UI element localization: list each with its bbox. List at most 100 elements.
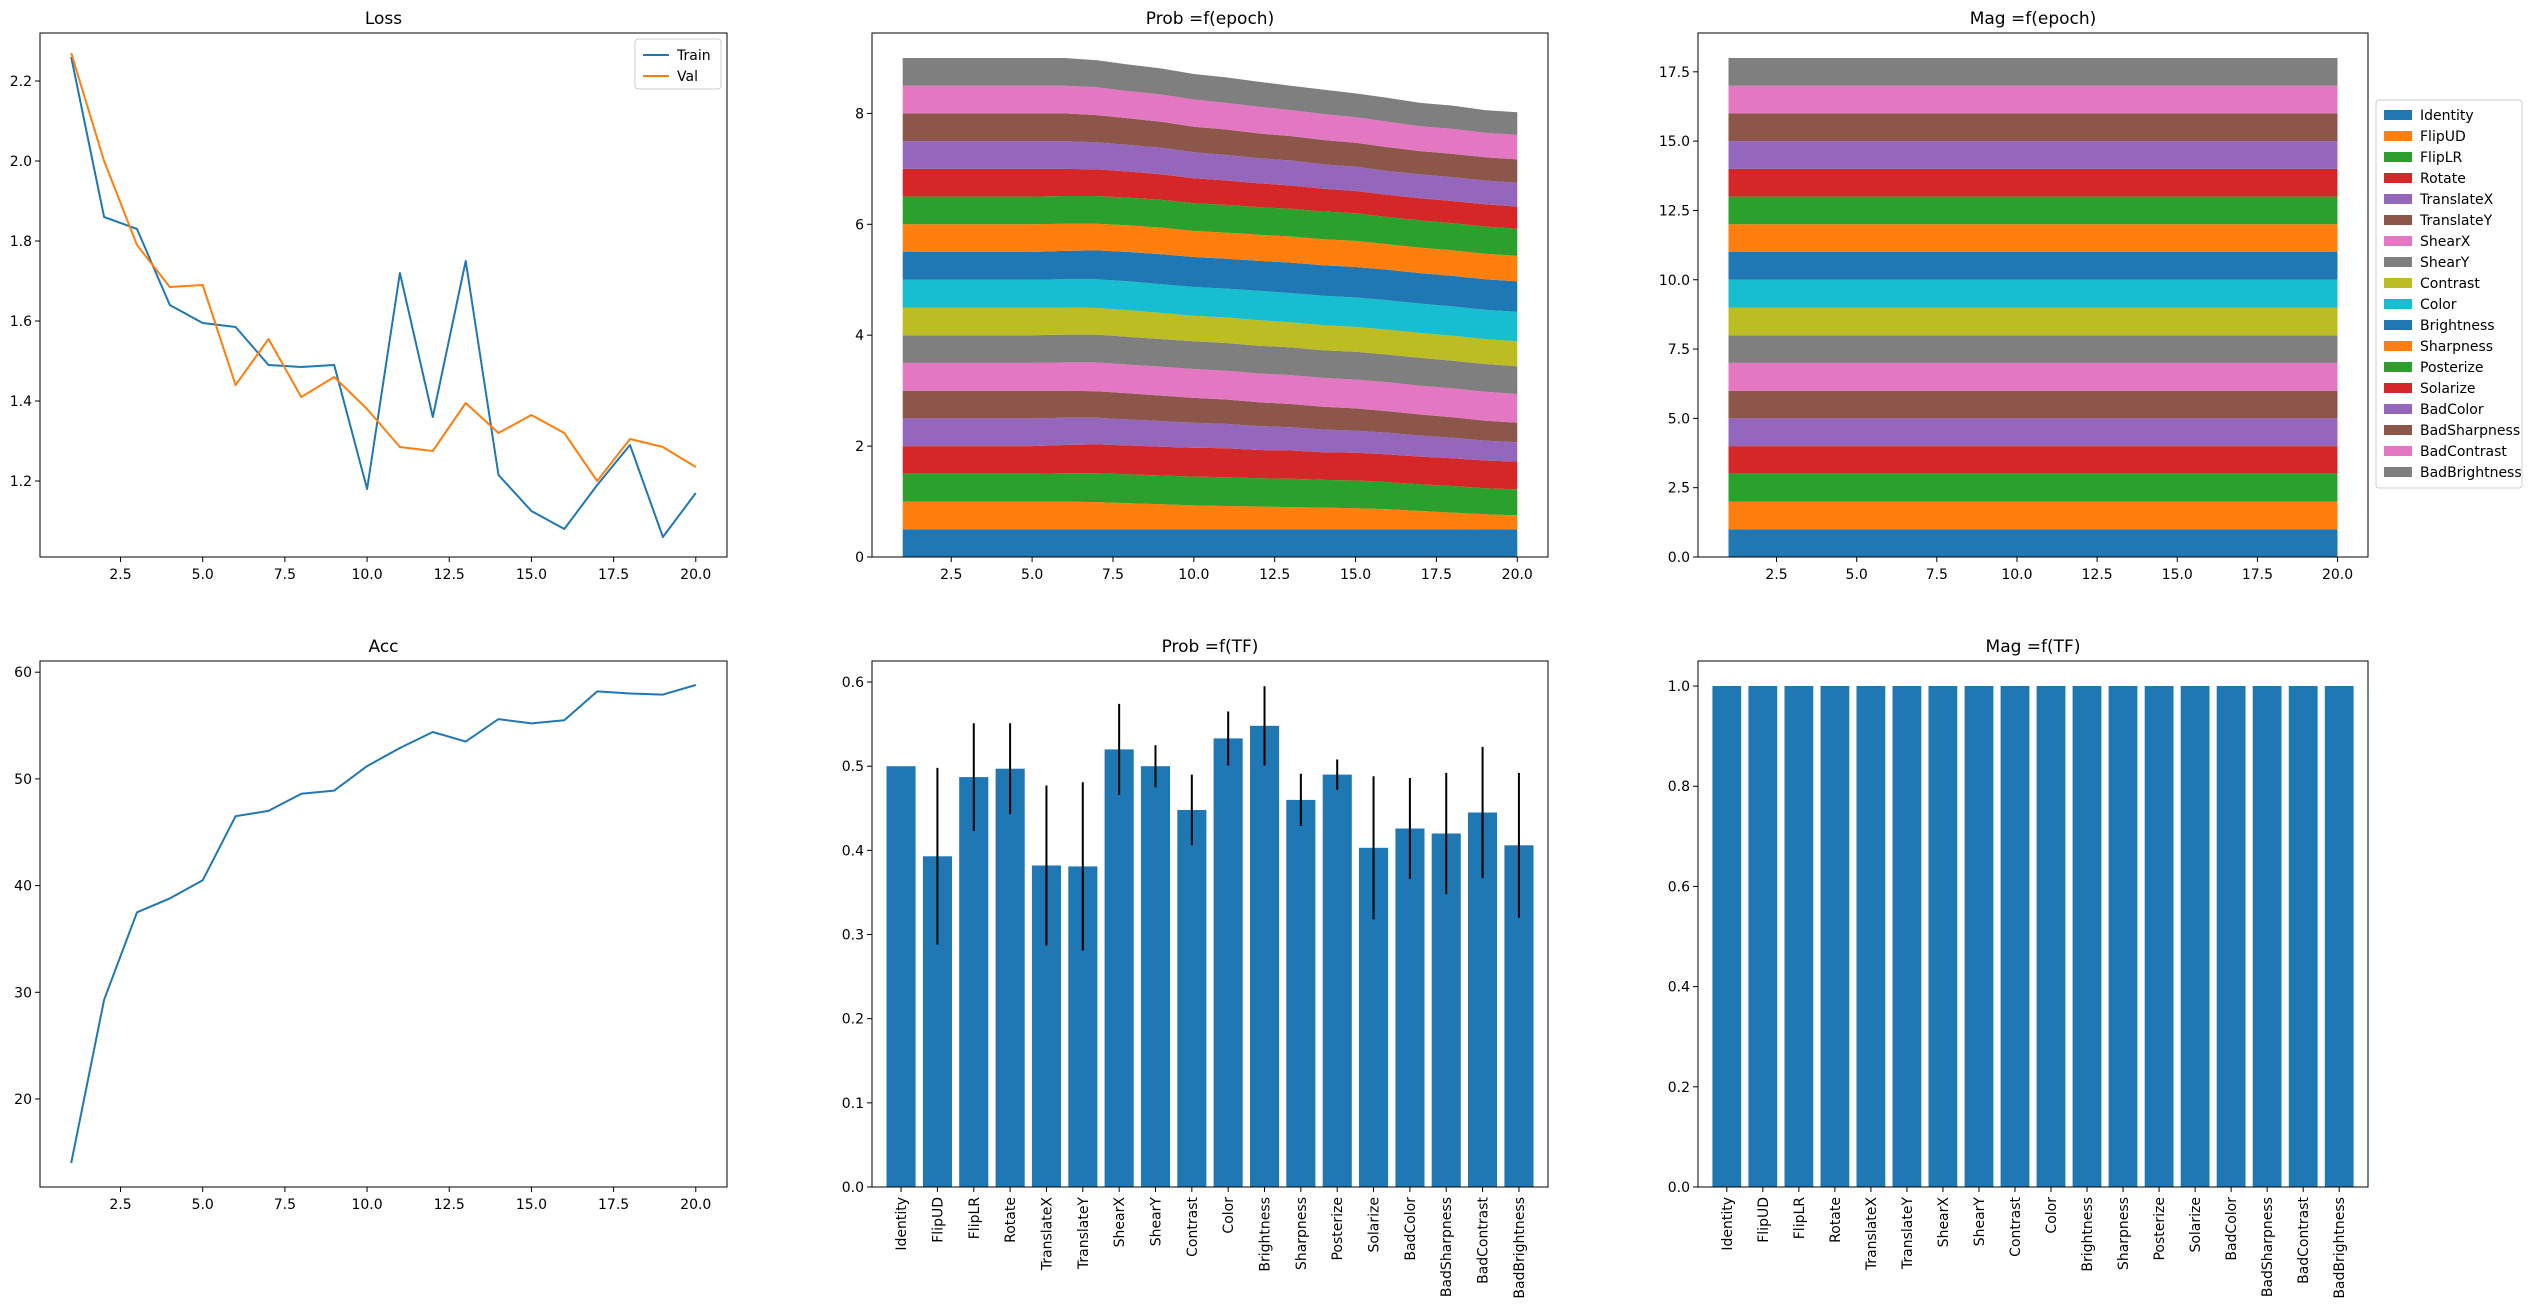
x-tick-label-translatex: TranslateX (1864, 1197, 1880, 1272)
y-tick-label: 0.0 (1668, 550, 1690, 566)
area-band-posterize (1728, 196, 2338, 225)
x-tick-label-identity: Identity (894, 1197, 910, 1251)
area-band-brightness (1728, 252, 2338, 280)
chart-title: Mag =f(TF) (1986, 637, 2081, 657)
x-tick-label-flipud: FlipUD (930, 1197, 946, 1243)
y-tick-label: 20 (14, 1092, 32, 1108)
bar-contrast (2000, 686, 2030, 1187)
y-tick-label: 12.5 (1659, 203, 1690, 219)
y-tick-label: 0.0 (1668, 1180, 1690, 1196)
x-tick-label: 20.0 (2322, 567, 2353, 583)
bar-sheary (1964, 686, 1994, 1187)
area-band-flipud (902, 501, 1518, 530)
legend-swatch-contrast (2384, 278, 2412, 288)
area-band-sheary (902, 334, 1518, 394)
legend-label-flipud: FlipUD (2420, 129, 2466, 145)
area-band-sheary (1728, 335, 2338, 363)
area-band-badcontrast (1728, 85, 2338, 114)
prob-tf-chart: Prob =f(TF) 0.0 0.1 0.2 0.3 0.4 0.5 0.6 Identity… (842, 637, 1549, 1299)
axes-frame (1697, 660, 2369, 1188)
area-band-color (902, 279, 1518, 342)
bar-badcontrast (2288, 686, 2318, 1187)
area-band-solarize (902, 168, 1518, 229)
y-tick-label: 0.4 (1668, 980, 1690, 996)
x-tick-label: 10.0 (351, 1197, 382, 1213)
bar-rotate (1820, 686, 1850, 1187)
x-tick-label-color: Color (2044, 1197, 2060, 1234)
legend-label-fliplr: FlipLR (2420, 150, 2463, 166)
bar-brightness (2072, 686, 2102, 1187)
area-band-sharpness (1728, 224, 2338, 252)
legend-swatch-sheary (2384, 257, 2412, 267)
y-tick-label: 5.0 (1668, 411, 1690, 427)
y-tick-label: 0.2 (1668, 1080, 1690, 1096)
legend-swatch-brightness (2384, 320, 2412, 330)
legend-swatch-fliplr (2384, 152, 2412, 162)
x-tick-label: 15.0 (1340, 567, 1371, 583)
bar-shearx (1928, 686, 1958, 1187)
x-tick-label-color: Color (1221, 1197, 1237, 1234)
area-band-flipud (1728, 501, 2338, 530)
area-band-contrast (1728, 307, 2338, 336)
x-tick-label: 10.0 (2001, 567, 2032, 583)
x-tick-label-sharpness: Sharpness (1294, 1197, 1310, 1270)
x-tick-label-sheary: ShearY (1148, 1197, 1164, 1247)
y-tick-label: 2.0 (10, 154, 32, 170)
legend-swatch-translatey (2384, 215, 2412, 225)
axes-frame (39, 660, 728, 1188)
legend-label-sharpness: Sharpness (2420, 339, 2493, 355)
x-tick-label: 7.5 (274, 1197, 296, 1213)
legend-swatch-color (2384, 299, 2412, 309)
legend-swatch-sharpness (2384, 341, 2412, 351)
x-tick-label-badcontrast: BadContrast (1476, 1197, 1492, 1284)
bar-color (2036, 686, 2066, 1187)
legend-swatch-flipud (2384, 131, 2412, 141)
area-band-badsharpness (902, 113, 1518, 183)
x-tick-label-badbrightness: BadBrightness (2332, 1197, 2348, 1299)
series-line-acc (70, 684, 697, 1164)
x-tick-label: 12.5 (1259, 567, 1290, 583)
prob-epoch-chart: Prob =f(epoch) 0 2 4 6 8 2.5 5.0 7.5 10.0 12.5 15.0… (855, 9, 1549, 583)
area-band-solarize (1728, 168, 2338, 197)
area-band-identity (902, 529, 1518, 557)
y-tick-label: 0.1 (842, 1096, 864, 1112)
x-tick-label-badcolor: BadColor (1403, 1197, 1419, 1261)
bar-badbrightness (2324, 686, 2354, 1187)
y-tick-label: 50 (14, 772, 32, 788)
chart-title: Prob =f(epoch) (1146, 9, 1274, 29)
x-tick-label: 17.5 (598, 1197, 629, 1213)
chart-title: Loss (365, 9, 402, 29)
y-tick-label: 0 (855, 550, 864, 566)
legend-swatch-posterize (2384, 362, 2412, 372)
axes-frame (1697, 32, 2369, 558)
x-tick-label: 10.0 (1178, 567, 1209, 583)
x-tick-label: 12.5 (434, 567, 465, 583)
legend-swatch-solarize (2384, 383, 2412, 393)
x-tick-label-badsharpness: BadSharpness (1439, 1197, 1455, 1297)
legend-box (2375, 99, 2523, 489)
x-tick-label: 5.0 (192, 567, 214, 583)
legend-label-badcontrast: BadContrast (2420, 444, 2507, 460)
area-band-brightness (902, 250, 1518, 312)
x-tick-label-sharpness: Sharpness (2116, 1197, 2132, 1270)
area-band-translatex (902, 417, 1518, 462)
x-tick-label-flipud: FlipUD (1756, 1197, 1772, 1243)
y-tick-label: 1.4 (10, 394, 32, 410)
x-tick-label: 12.5 (434, 1197, 465, 1213)
legend-label-solarize: Solarize (2420, 381, 2476, 397)
y-tick-label: 0.6 (842, 675, 864, 691)
x-tick-label-sheary: ShearY (1972, 1197, 1988, 1247)
y-tick-label: 7.5 (1668, 342, 1690, 358)
area-band-badsharpness (1728, 113, 2338, 142)
bar-identity (1712, 686, 1742, 1187)
x-tick-label: 7.5 (1102, 567, 1124, 583)
legend-swatch-badcontrast (2384, 446, 2412, 456)
area-band-rotate (1728, 446, 2338, 474)
area-band-badbrightness (1728, 58, 2338, 86)
x-tick-label: 5.0 (192, 1197, 214, 1213)
legend-swatch-rotate (2384, 173, 2412, 183)
area-band-posterize (902, 196, 1518, 256)
axes-frame (39, 32, 728, 558)
x-tick-label: 5.0 (1846, 567, 1868, 583)
y-tick-label: 1.0 (1668, 679, 1690, 695)
